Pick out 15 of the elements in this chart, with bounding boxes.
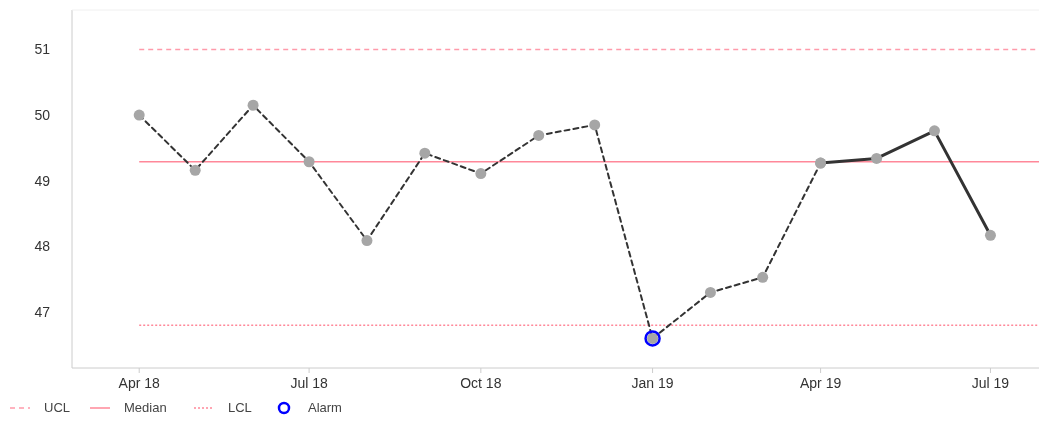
x-tick-label: Apr 19 xyxy=(799,375,842,391)
x-tick-label: Jul 19 xyxy=(971,375,1010,391)
legend-label: LCL xyxy=(228,400,252,415)
x-tick-label: Apr 18 xyxy=(118,375,161,391)
x-tick-label: Jan 19 xyxy=(631,375,674,391)
legend-label: Alarm xyxy=(308,400,342,415)
y-tick-label: 47 xyxy=(34,304,51,321)
x-tick-label: Oct 18 xyxy=(460,375,502,391)
y-tick-label: 49 xyxy=(34,172,51,189)
legend-label: Median xyxy=(124,400,167,415)
y-tick-label: 50 xyxy=(34,107,51,123)
legend-label: UCL xyxy=(44,400,71,415)
y-tick-label: 48 xyxy=(34,238,51,255)
x-tick-label: Jul 18 xyxy=(290,375,328,391)
y-tick-label: 51 xyxy=(34,41,51,58)
